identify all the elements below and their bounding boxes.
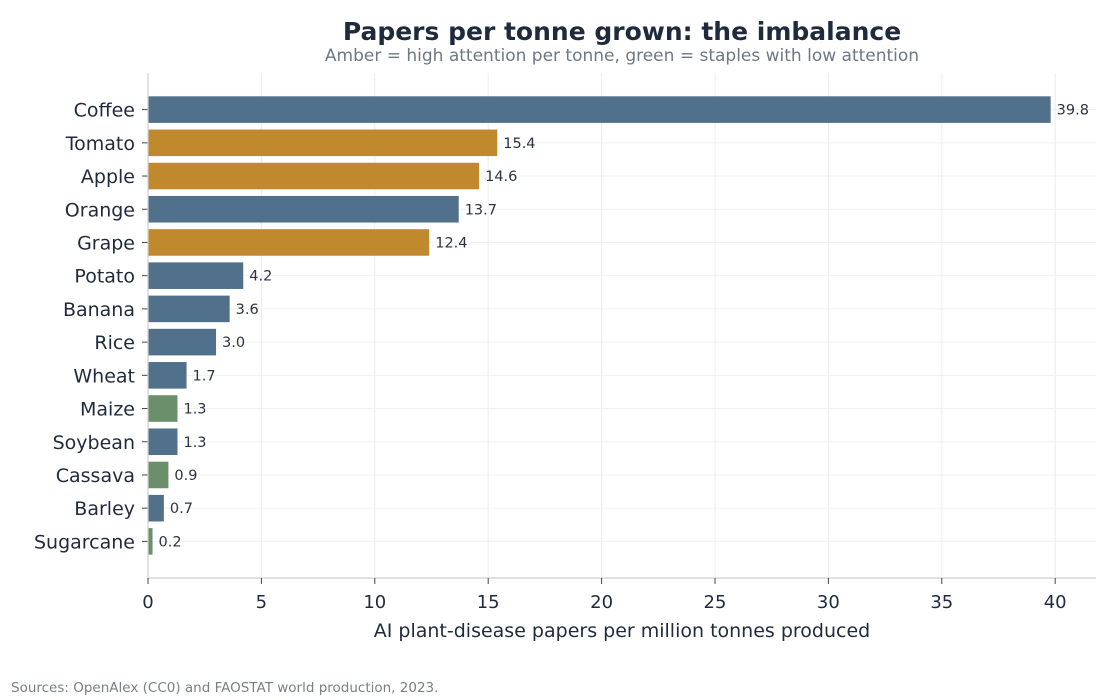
- x-tick-label: 30: [817, 592, 840, 613]
- bar: [148, 428, 178, 456]
- bar: [148, 195, 459, 223]
- y-tick-label: Grape: [77, 232, 135, 254]
- value-label: 0.9: [174, 468, 197, 484]
- value-label: 39.8: [1057, 103, 1089, 119]
- y-tick-label: Coffee: [74, 100, 135, 122]
- y-tick-label: Maize: [80, 399, 135, 421]
- bar: [148, 229, 430, 256]
- chart-subtitle: Amber = high attention per tonne, green …: [324, 46, 920, 66]
- x-tick-label: 35: [930, 592, 953, 613]
- bar: [148, 295, 230, 323]
- x-tick-label: 20: [590, 592, 613, 613]
- x-tick-label: 15: [477, 592, 500, 613]
- value-label: 14.6: [485, 169, 517, 185]
- bar: [148, 162, 480, 190]
- bar: [148, 395, 178, 422]
- y-tick-label: Potato: [74, 266, 135, 288]
- value-label: 1.3: [183, 402, 206, 418]
- bars: 39.8 15.4 14.6 13.7 12.4 4.2 3.6 3.0 1.7 1.3 1.3 0.…: [148, 96, 1089, 555]
- y-tick-label: Banana: [63, 299, 135, 321]
- bar: [148, 328, 217, 356]
- bar: [148, 362, 187, 389]
- y-tick-label: Wheat: [73, 365, 135, 387]
- bar: [148, 528, 153, 555]
- bar: [148, 494, 164, 522]
- x-tick-label: 25: [704, 592, 727, 613]
- value-label: 3.0: [222, 335, 245, 351]
- y-tick-label: Rice: [94, 332, 135, 354]
- value-label: 0.2: [159, 534, 182, 550]
- y-tick-label: Tomato: [65, 133, 135, 155]
- value-label: 3.6: [236, 302, 259, 318]
- value-label: 13.7: [465, 202, 497, 218]
- y-tick-label: Barley: [74, 498, 135, 520]
- y-tick-label: Apple: [81, 166, 135, 188]
- value-label: 1.3: [183, 435, 206, 451]
- bar: [148, 96, 1051, 123]
- x-axis-label: AI plant-disease papers per million tonn…: [374, 620, 870, 642]
- x-tick-label: 10: [363, 592, 386, 613]
- source-footnote: Sources: OpenAlex (CC0) and FAOSTAT worl…: [11, 680, 439, 696]
- value-label: 4.2: [249, 269, 272, 285]
- value-label: 12.4: [435, 235, 467, 251]
- y-tick-label: Soybean: [53, 432, 135, 454]
- value-label: 1.7: [193, 368, 216, 384]
- y-tick-label: Cassava: [56, 465, 135, 487]
- x-tick-label: 5: [256, 592, 267, 613]
- bar: [148, 461, 169, 489]
- value-label: 0.7: [170, 501, 193, 517]
- x-tick-label: 0: [142, 592, 153, 613]
- x-tick-label: 40: [1044, 592, 1067, 613]
- bar: [148, 129, 498, 157]
- bar: [148, 262, 244, 289]
- y-tick-label: Sugarcane: [34, 531, 135, 553]
- chart-title: Papers per tonne grown: the imbalance: [342, 17, 902, 46]
- axes: Coffee Tomato Apple Orange Grape Potato Banana…: [34, 73, 1096, 613]
- y-tick-label: Orange: [65, 199, 135, 221]
- value-label: 15.4: [503, 136, 535, 152]
